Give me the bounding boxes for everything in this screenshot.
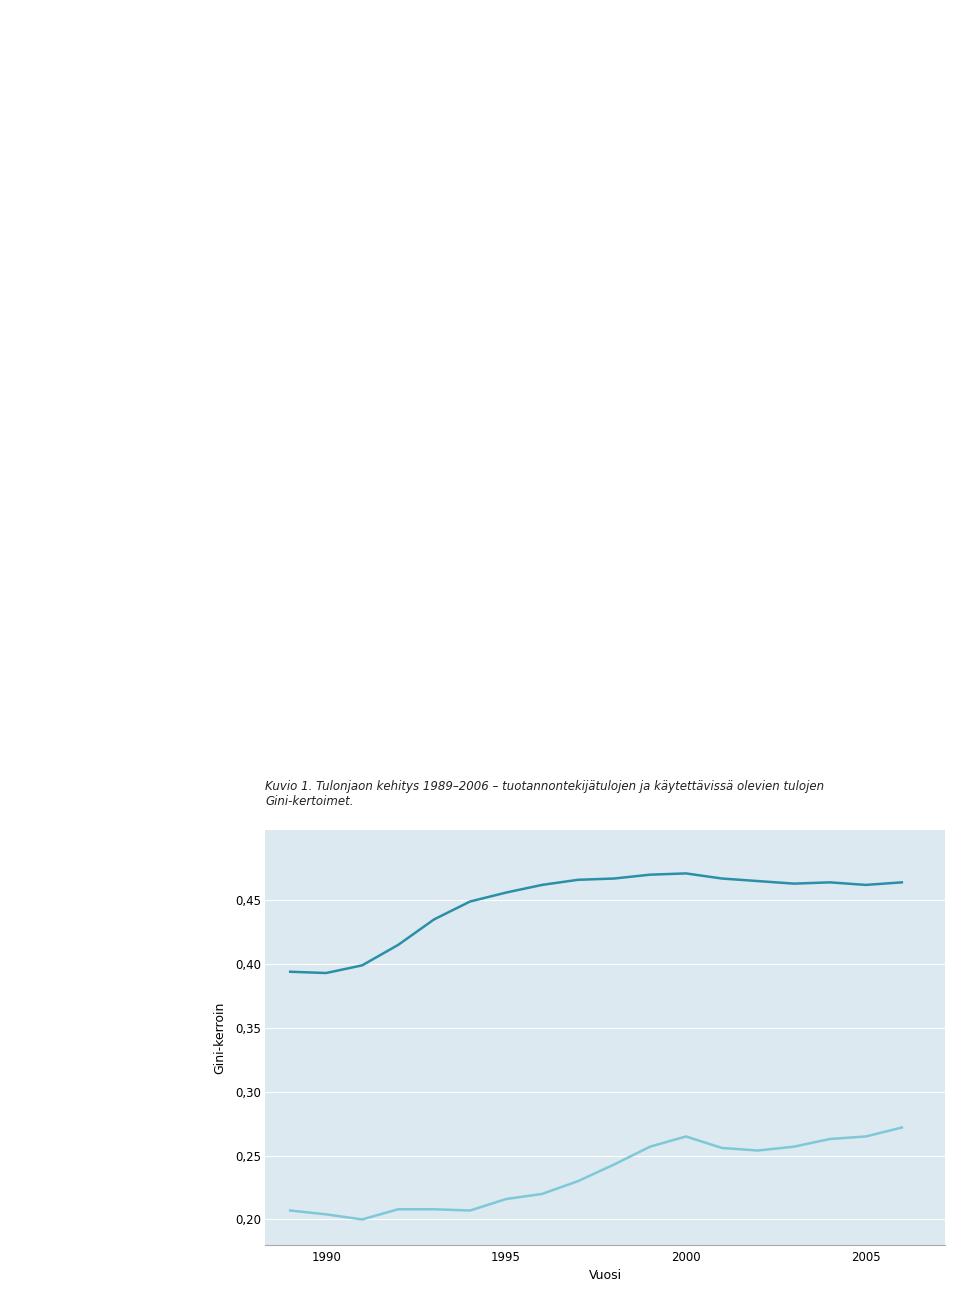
Text: Kuvio 1. Tulonjaon kehitys 1989–2006 – tuotannontekijätulojen ja käytettävissä o: Kuvio 1. Tulonjaon kehitys 1989–2006 – t… bbox=[265, 779, 824, 808]
X-axis label: Vuosi: Vuosi bbox=[588, 1268, 621, 1283]
Y-axis label: Gini-kerroin: Gini-kerroin bbox=[213, 1001, 227, 1074]
